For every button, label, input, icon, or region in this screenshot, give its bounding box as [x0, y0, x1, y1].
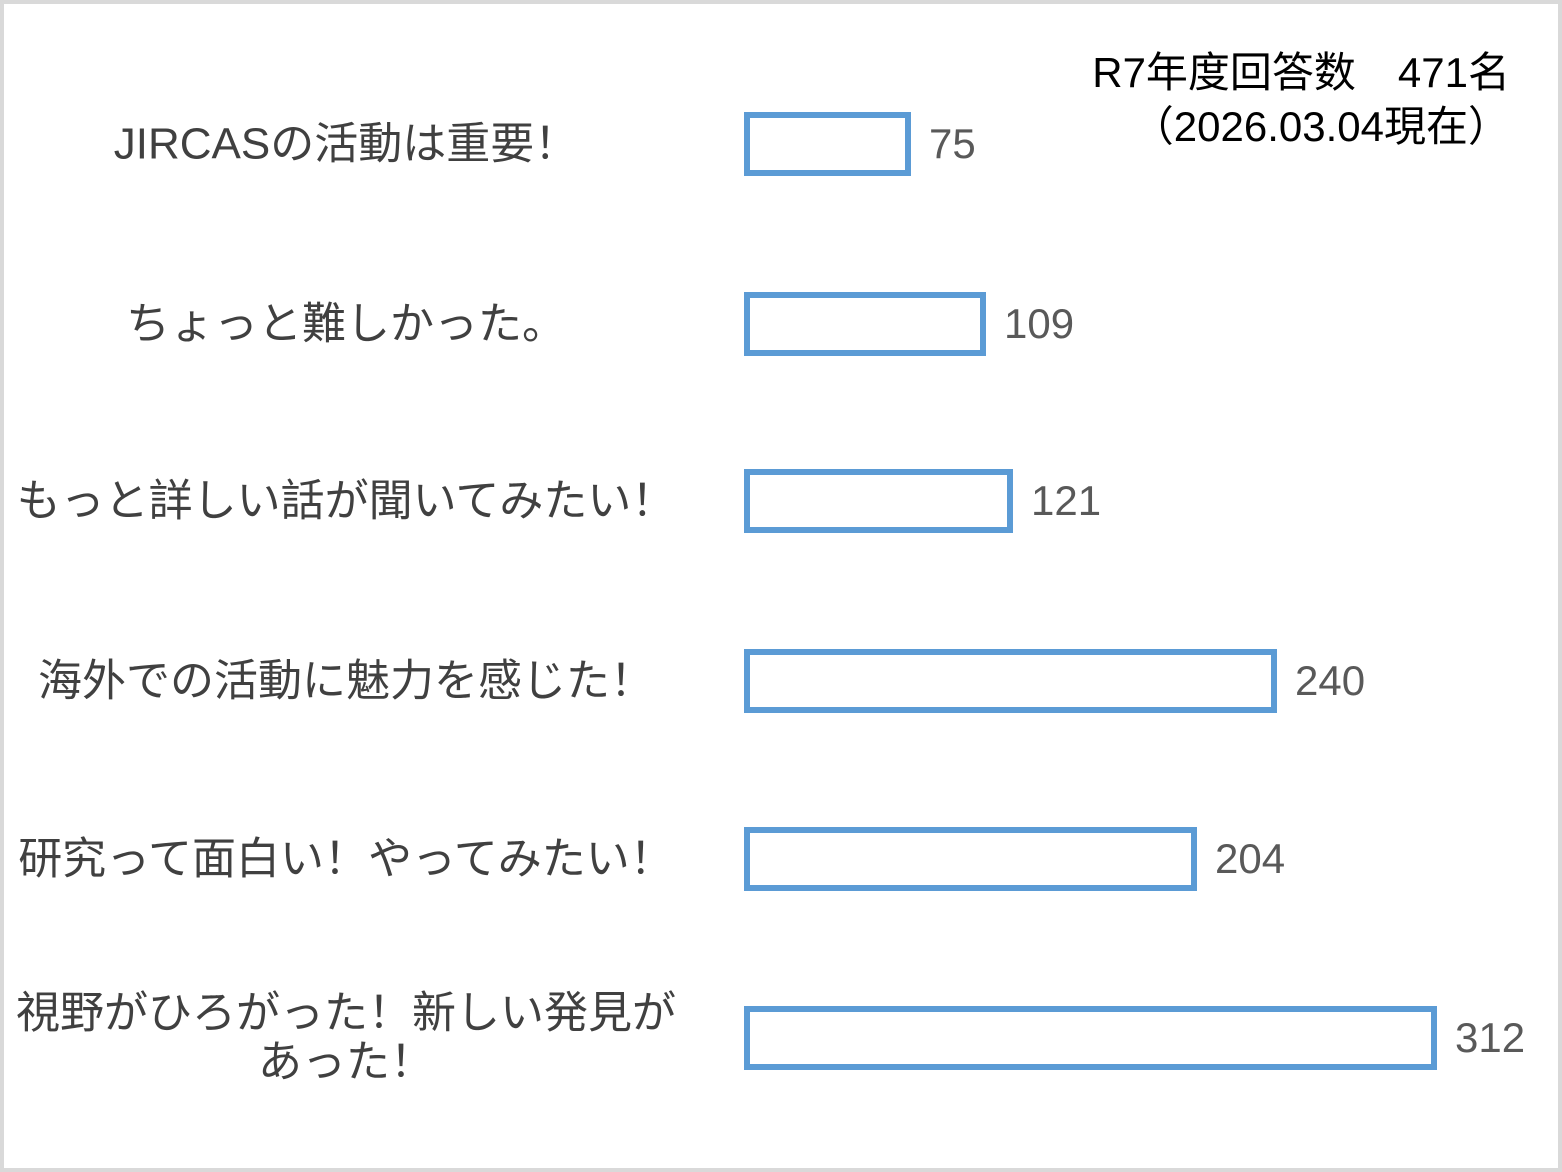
- bar-value-label: 109: [1004, 300, 1075, 347]
- bar-value-label: 75: [929, 120, 976, 167]
- bar-value-label: 121: [1031, 477, 1102, 524]
- bar-row: もっと詳しい話が聞いてみたい！ 121: [4, 469, 1558, 533]
- bar-category-label: ちょっと難しかった。: [126, 299, 566, 349]
- bar-row: 海外での活動に魅力を感じた！ 240: [4, 649, 1558, 713]
- bar-category-label: 視野がひろがった！新しい発見が あった！: [16, 988, 676, 1087]
- bar-row: 視野がひろがった！新しい発見が あった！ 312: [4, 989, 1558, 1087]
- bar-category-label: JIRCASの活動は重要！: [113, 119, 579, 169]
- bar: [744, 1006, 1437, 1070]
- bar-category-label: もっと詳しい話が聞いてみたい！: [16, 476, 676, 526]
- bar-row: 研究って面白い！やってみたい！ 204: [4, 827, 1558, 891]
- bar-category-label: 海外での活動に魅力を感じた！: [38, 656, 654, 706]
- bar: [744, 292, 986, 356]
- bar-row: JIRCASの活動は重要！ 75: [4, 112, 1558, 176]
- bar-value-label: 312: [1455, 1014, 1526, 1061]
- respondent-count-annotation: R7年度回答数 471名 （2026.03.04現在）: [1092, 46, 1510, 154]
- bar-category-label: 研究って面白い！やってみたい！: [18, 834, 674, 884]
- bar-row: ちょっと難しかった。 109: [4, 292, 1558, 356]
- bar: [744, 827, 1197, 891]
- bar-value-label: 204: [1215, 835, 1286, 882]
- bar: [744, 112, 911, 176]
- bar-value-label: 240: [1295, 657, 1366, 704]
- as-of-date-line: （2026.03.04現在）: [1131, 102, 1510, 150]
- bar: [744, 469, 1013, 533]
- bar: [744, 649, 1277, 713]
- respondent-count-line: R7年度回答数 471名: [1092, 49, 1510, 96]
- bar-chart-plot-area: JIRCASの活動は重要！ 75 ちょっと難しかった。 109 もっと詳しい話が聞いてみ…: [4, 4, 1558, 1168]
